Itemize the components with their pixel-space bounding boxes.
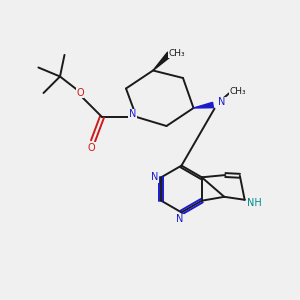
Text: N: N <box>176 214 184 224</box>
Text: CH₃: CH₃ <box>169 49 185 58</box>
Text: NH: NH <box>247 198 262 208</box>
Polygon shape <box>194 102 213 108</box>
Text: N: N <box>218 97 225 107</box>
Text: O: O <box>88 142 95 153</box>
Text: CH₃: CH₃ <box>230 87 246 96</box>
Text: N: N <box>129 109 136 119</box>
Text: O: O <box>76 88 84 98</box>
Polygon shape <box>153 52 171 70</box>
Text: N: N <box>151 172 158 182</box>
